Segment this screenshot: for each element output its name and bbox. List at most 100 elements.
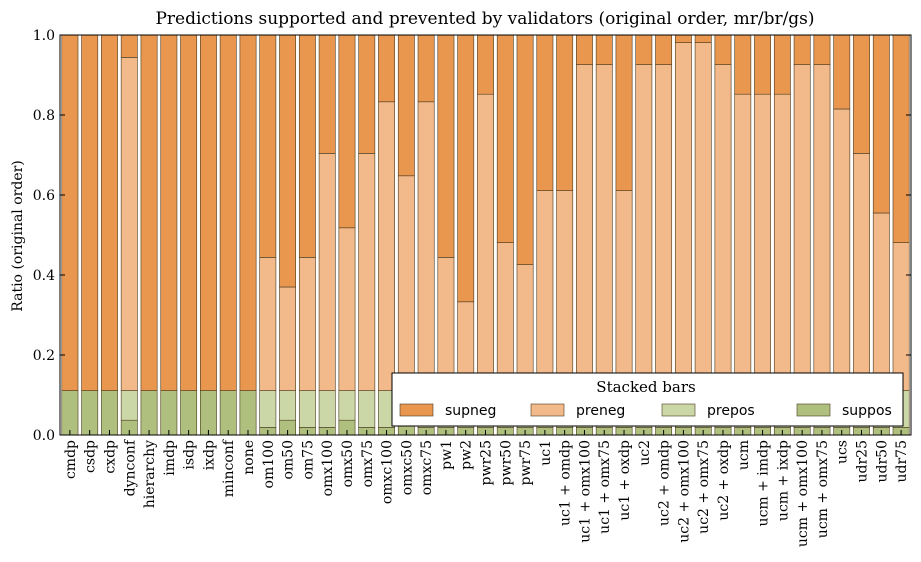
x-tick-label: ucs bbox=[835, 440, 851, 464]
x-tick-label: ucm + omx75 bbox=[815, 440, 831, 538]
bar-supneg-16 bbox=[378, 34, 395, 103]
bar-supneg-19 bbox=[437, 34, 455, 258]
y-tick-label: 0.4 bbox=[33, 268, 55, 284]
bar-preneg-11 bbox=[279, 286, 297, 391]
bar-supneg-22 bbox=[496, 34, 514, 243]
x-tick-label: uc1 + omx100 bbox=[577, 440, 593, 543]
bar-supneg-5 bbox=[160, 34, 178, 391]
bar-supneg-27 bbox=[595, 34, 613, 65]
x-tick-label: none bbox=[241, 440, 257, 475]
bar-preneg-40 bbox=[853, 153, 870, 391]
x-tick-label: cmdp bbox=[63, 440, 79, 479]
legend-box bbox=[391, 372, 904, 427]
bar-supneg-38 bbox=[813, 34, 831, 65]
bar-supneg-1 bbox=[81, 34, 99, 391]
bar-supneg-13 bbox=[318, 34, 336, 154]
x-tick-label: uc1 + omdp bbox=[558, 440, 574, 526]
bar-preneg-27 bbox=[595, 64, 613, 391]
x-tick-label: omxc75 bbox=[419, 440, 435, 495]
bar-preneg-32 bbox=[694, 42, 712, 391]
bar-supneg-2 bbox=[101, 34, 118, 391]
x-tick-label: hierarchy bbox=[142, 440, 158, 508]
bar-preneg-17 bbox=[397, 175, 415, 391]
bar-supneg-23 bbox=[516, 34, 534, 265]
bar-prepos-3 bbox=[120, 390, 138, 421]
bar-supneg-17 bbox=[397, 34, 415, 177]
bar-supneg-21 bbox=[477, 34, 494, 95]
bar-supneg-3 bbox=[120, 34, 138, 58]
bar-suppos-4 bbox=[140, 390, 158, 436]
x-tick-label: cxdp bbox=[102, 440, 118, 474]
legend-swatch-suppos bbox=[796, 403, 831, 417]
bar-supneg-24 bbox=[536, 34, 554, 191]
y-axis-label: Ratio (original order) bbox=[10, 160, 26, 312]
bar-supneg-0 bbox=[61, 34, 79, 391]
bar-suppos-9 bbox=[239, 390, 257, 436]
bar-prepos-14 bbox=[338, 390, 356, 421]
bar-suppos-7 bbox=[200, 390, 217, 436]
bar-prepos-11 bbox=[279, 390, 297, 421]
bar-prepos-15 bbox=[358, 390, 376, 428]
bar-supneg-30 bbox=[655, 34, 673, 65]
bar-supneg-25 bbox=[556, 34, 574, 191]
bar-supneg-28 bbox=[615, 34, 633, 191]
bar-supneg-26 bbox=[576, 34, 593, 65]
bar-supneg-42 bbox=[892, 34, 910, 243]
bar-preneg-13 bbox=[318, 153, 336, 391]
legend-label-preneg: preneg bbox=[576, 403, 625, 419]
x-tick-label: ucm + ixdp bbox=[775, 440, 791, 521]
bar-preneg-39 bbox=[833, 108, 851, 391]
bar-preneg-31 bbox=[674, 42, 692, 391]
bar-preneg-3 bbox=[120, 57, 138, 391]
x-tick-label: omx75 bbox=[360, 440, 376, 487]
bar-supneg-29 bbox=[635, 34, 653, 65]
bar-preneg-10 bbox=[259, 257, 277, 391]
x-tick-label: uc2 + omx100 bbox=[676, 440, 692, 543]
x-tick-label: uc2 + omx75 bbox=[696, 440, 712, 534]
bar-preneg-35 bbox=[754, 93, 771, 391]
bar-prepos-13 bbox=[318, 390, 336, 428]
axes-layer: 0.0 0.2 0.4 0.6 0.8 1.0 cmdp csdp cxdp dynconf hie… bbox=[33, 28, 912, 547]
bar-supneg-9 bbox=[239, 34, 257, 391]
x-tick-label: pwr25 bbox=[479, 440, 495, 485]
x-tick-label: uc2 + oxdp bbox=[716, 440, 732, 521]
x-tick-label: uc1 + omx75 bbox=[597, 440, 613, 534]
x-tick-label: uc1 + oxdp bbox=[617, 440, 633, 521]
bar-suppos-0 bbox=[61, 390, 79, 436]
bar-preneg-25 bbox=[556, 190, 574, 391]
bar-suppos-5 bbox=[160, 390, 178, 436]
y-tick-label: 0.6 bbox=[33, 188, 55, 204]
bar-supneg-11 bbox=[279, 34, 297, 288]
legend-label-supneg: supneg bbox=[445, 403, 496, 419]
bar-preneg-29 bbox=[635, 64, 653, 391]
bar-preneg-38 bbox=[813, 64, 831, 391]
x-tick-label: uc1 bbox=[538, 440, 554, 466]
bar-supneg-33 bbox=[714, 34, 732, 65]
bar-prepos-12 bbox=[298, 390, 316, 428]
legend-label-prepos: prepos bbox=[707, 403, 755, 419]
x-tick-label: om50 bbox=[281, 440, 297, 480]
legend-label-suppos: suppos bbox=[842, 403, 892, 419]
bar-supneg-6 bbox=[180, 34, 198, 391]
bar-preneg-36 bbox=[773, 93, 791, 391]
bar-preneg-37 bbox=[793, 64, 811, 391]
bar-suppos-8 bbox=[219, 390, 237, 436]
bar-preneg-18 bbox=[417, 101, 435, 391]
x-tick-label: pwr75 bbox=[518, 440, 534, 485]
x-tick-label: udr25 bbox=[855, 440, 871, 483]
bar-preneg-41 bbox=[872, 212, 890, 391]
bar-supneg-4 bbox=[140, 34, 158, 391]
x-tick-label: uc2 bbox=[637, 440, 653, 466]
x-tick-label: omx50 bbox=[340, 440, 356, 487]
x-tick-label: omx100 bbox=[320, 440, 336, 496]
bar-prepos-10 bbox=[259, 390, 277, 428]
bar-preneg-12 bbox=[298, 257, 316, 391]
x-tick-label: dynconf bbox=[122, 438, 138, 496]
bar-supneg-15 bbox=[358, 34, 376, 154]
x-tick-label: minconf bbox=[221, 438, 237, 497]
bar-supneg-35 bbox=[754, 34, 771, 95]
x-tick-label: pw1 bbox=[439, 440, 455, 470]
x-tick-label: uc2 + omdp bbox=[657, 440, 673, 526]
legend-swatch-prepos bbox=[661, 403, 696, 417]
bar-supneg-36 bbox=[773, 34, 791, 95]
